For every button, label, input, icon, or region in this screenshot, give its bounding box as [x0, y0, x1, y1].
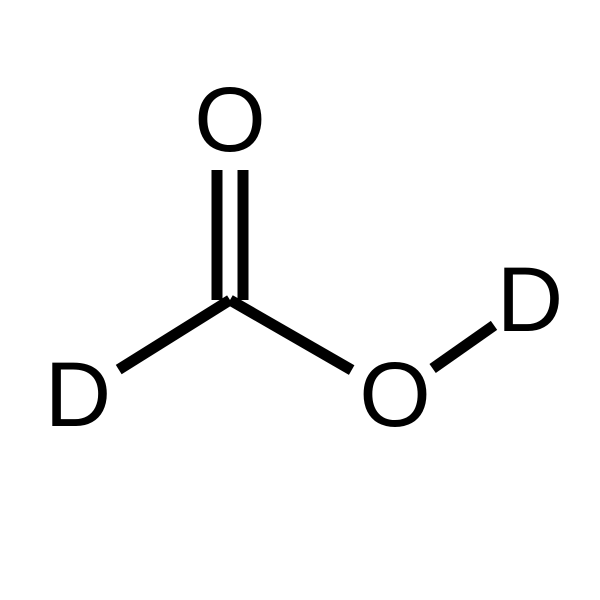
chemical-structure-diagram: ODOD: [0, 0, 600, 600]
bond-line: [433, 325, 494, 368]
bond-line: [230, 300, 352, 370]
bond-line: [119, 300, 230, 370]
atom-label-o: O: [359, 344, 431, 446]
atom-label-d: D: [497, 249, 563, 351]
atom-label-d: D: [45, 344, 111, 446]
atom-label-o: O: [194, 69, 266, 171]
